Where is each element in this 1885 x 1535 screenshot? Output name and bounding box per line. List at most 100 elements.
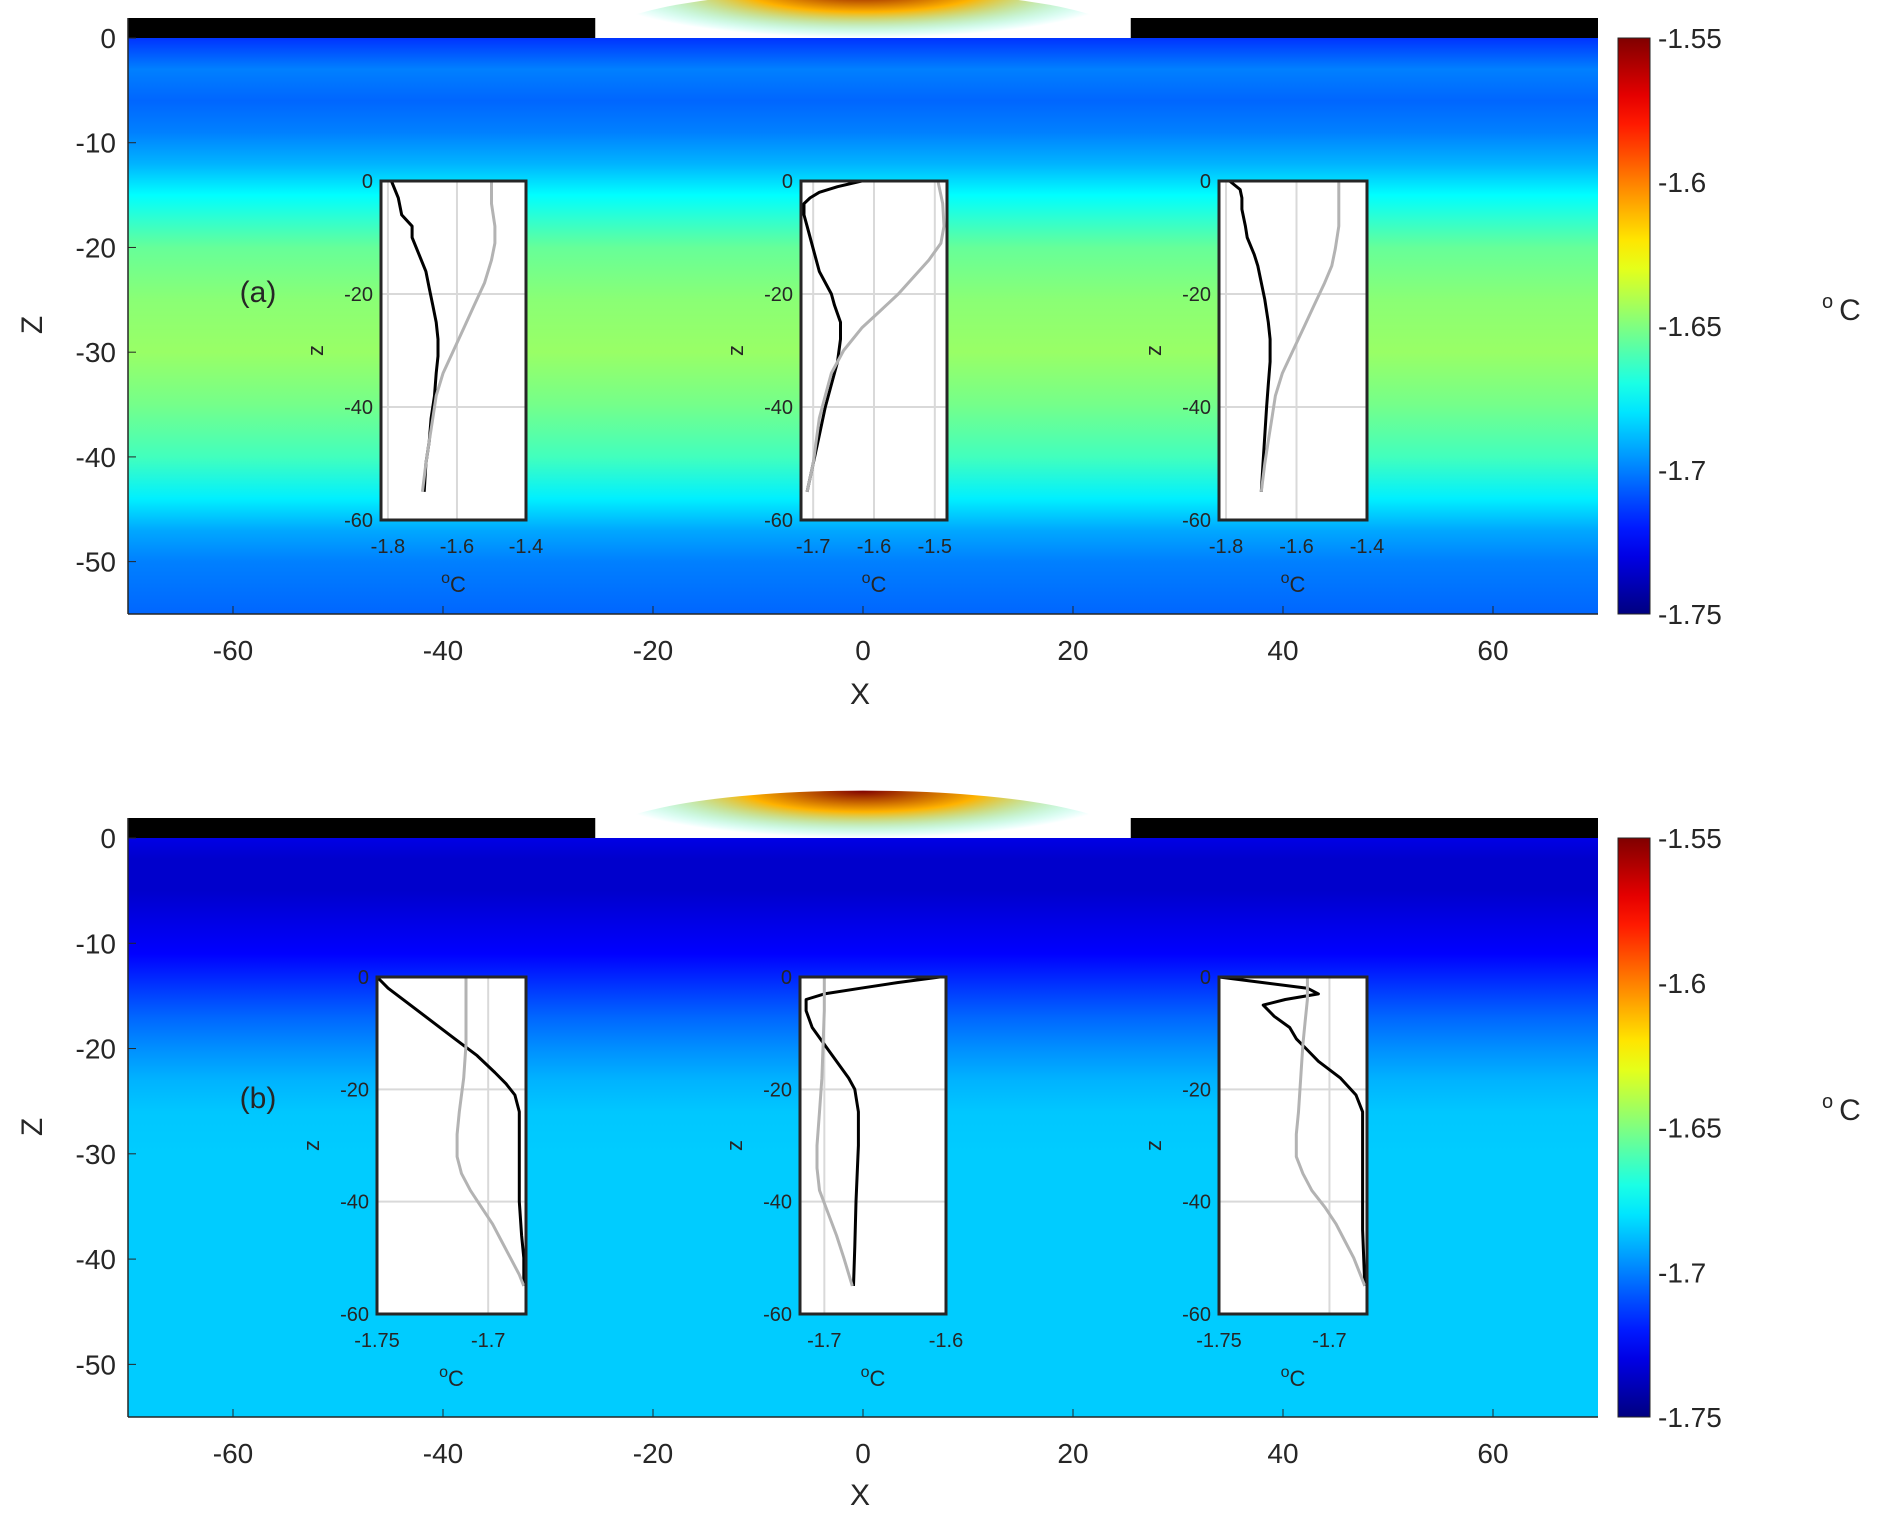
inset-frame [799,179,949,522]
panel-b: -60 -40 -20 0 20 40 60 0 -10 -20 -30 -40 -50 X Z (b) -1.… [16,790,1861,1512]
inset-x-axis-label: oC [862,570,887,597]
surface-anomaly [600,0,1126,86]
x-tick-label: 40 [1267,1438,1298,1469]
inset-x-axis-label-unit: C [448,1366,464,1391]
inset-x-tick-label: -1.75 [354,1330,400,1352]
inset-x-axis-label-sup: o [862,570,871,587]
inset-x-axis-label: oC [441,570,466,597]
inset-frame [1217,179,1369,522]
inset-x-axis-label-sup: o [861,1364,870,1381]
inset-y-tick-label: -20 [1182,1079,1211,1101]
x-tick-label: 20 [1057,635,1088,666]
inset-x-tick-label: -1.7 [1312,1330,1346,1352]
inset-y-tick-label: -60 [1182,1304,1211,1326]
inset-profile-dark [804,975,941,1286]
inset-y-tick-label: -40 [1182,397,1211,419]
inset-x-tick-label: -1.6 [857,536,891,558]
inset-y-axis-label: z [1141,1140,1166,1151]
colorbar-tick-label: -1.75 [1658,599,1722,630]
x-tick-label: 60 [1477,635,1508,666]
inset-x-axis-label: oC [1281,1364,1306,1391]
inset-y-axis-label: z [299,1140,324,1151]
inset-x-tick-label: -1.8 [1209,536,1243,558]
colorbar-tick-label: -1.7 [1658,455,1706,486]
inset-y-tick-label: -40 [1182,1192,1211,1214]
inset-x-axis-label: oC [861,1364,886,1391]
ice-cover-left [128,818,596,838]
inset-x-tick-label: -1.7 [796,536,830,558]
inset-profile-light [455,977,526,1287]
inset-y-tick-label: 0 [1200,967,1211,989]
inset-y-tick-label: 0 [362,171,373,193]
inset-profile-light [805,180,946,493]
inset-frame [379,179,528,522]
ice-cover-right [1130,818,1598,838]
inset-y-tick-label: -60 [344,510,373,532]
inset-y-axis-label: z [303,345,328,356]
y-tick-label: -40 [76,1244,116,1275]
inset-x-axis-label-unit: C [871,572,887,597]
y-tick-label: -30 [76,1139,116,1170]
inset-y-tick-label: -40 [764,397,793,419]
inset-frame [375,975,528,1316]
colorbar-tick-label: -1.6 [1658,968,1706,999]
x-tick-label: 20 [1057,1438,1088,1469]
x-tick-label: -20 [633,635,673,666]
inset-frame [798,975,948,1316]
x-tick-label: -20 [633,1438,673,1469]
y-tick-label: -40 [76,442,116,473]
colorbar [1617,837,1651,1418]
inset-x-tick-label: -1.6 [929,1330,963,1352]
ice-cover-right [1130,18,1598,38]
inset-x-tick-label: -1.7 [807,1330,841,1352]
inset-x-axis-label-unit: C [870,1366,886,1391]
inset-x-tick-label: -1.6 [440,536,474,558]
y-tick-label: 0 [100,23,116,54]
inset-y-tick-label: -20 [344,284,373,306]
inset-y-tick-label: -20 [1182,284,1211,306]
inset-background [377,977,526,1314]
inset-profile-dark [802,179,863,493]
inset-profile-light [1294,977,1367,1287]
inset-y-tick-label: 0 [782,171,793,193]
inset-background [1219,977,1367,1314]
y-tick-label: -20 [76,232,116,263]
y-tick-label: 0 [100,823,116,854]
inset-x-axis-label-sup: o [441,570,450,587]
inset-x-axis-label-unit: C [1290,1366,1306,1391]
inset-profile-light [815,977,854,1287]
inset-y-tick-label: -60 [340,1304,369,1326]
inset-y-axis-label: z [723,345,748,356]
x-tick-label: -60 [213,635,253,666]
colorbar-unit-sup: o [1822,1091,1833,1113]
panel-a: -60 -40 -20 0 20 40 60 0 -10 -20 -30 -40 -50 X Z (a) -1.… [16,0,1861,711]
inset-frame [1217,975,1369,1316]
inset-x-tick-label: -1.4 [1350,536,1384,558]
y-tick-label: -10 [76,928,116,959]
inset-x-tick-label: -1.6 [1279,536,1313,558]
inset-background [800,977,946,1314]
inset-y-tick-label: -60 [764,510,793,532]
inset-y-tick-label: -40 [344,397,373,419]
ice-cover-left [128,18,596,38]
inset-x-axis-label: oC [439,1364,464,1391]
inset-x-tick-label: -1.5 [918,536,952,558]
y-tick-label: -50 [76,1349,116,1380]
surface-anomaly [600,790,1126,886]
y-tick-label: -30 [76,337,116,368]
colorbar-unit: C [1839,294,1861,327]
inset-y-tick-label: -60 [763,1304,792,1326]
x-tick-label: -40 [423,1438,463,1469]
inset-x-axis-label-sup: o [1281,570,1290,587]
colorbar-tick-label: -1.65 [1658,1113,1722,1144]
colorbar-tick-label: -1.55 [1658,823,1722,854]
y-axis-label: Z [16,316,49,334]
inset-y-tick-label: -20 [764,284,793,306]
inset-y-tick-label: -20 [340,1079,369,1101]
